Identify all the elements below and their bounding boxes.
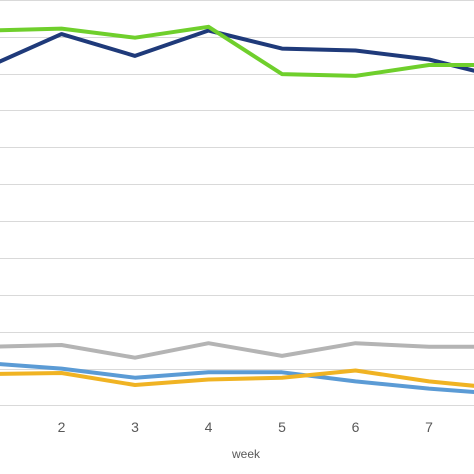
x-tick-label: 5 [278, 419, 286, 435]
x-tick-label: 7 [425, 419, 433, 435]
x-tick-label: 3 [131, 419, 139, 435]
x-axis-title: week [231, 447, 261, 461]
series-line-2 [0, 24, 474, 78]
series-line-1 [0, 28, 474, 73]
series-lines [0, 24, 474, 394]
x-tick-label: 4 [205, 419, 213, 435]
x-tick-label: 2 [58, 419, 66, 435]
series-line-4 [0, 362, 474, 394]
x-tick-label: 6 [352, 419, 360, 435]
series-line-3 [0, 341, 474, 360]
x-tick-labels: 2 3 4 5 6 7 [58, 419, 434, 435]
series-line-5 [0, 368, 474, 388]
